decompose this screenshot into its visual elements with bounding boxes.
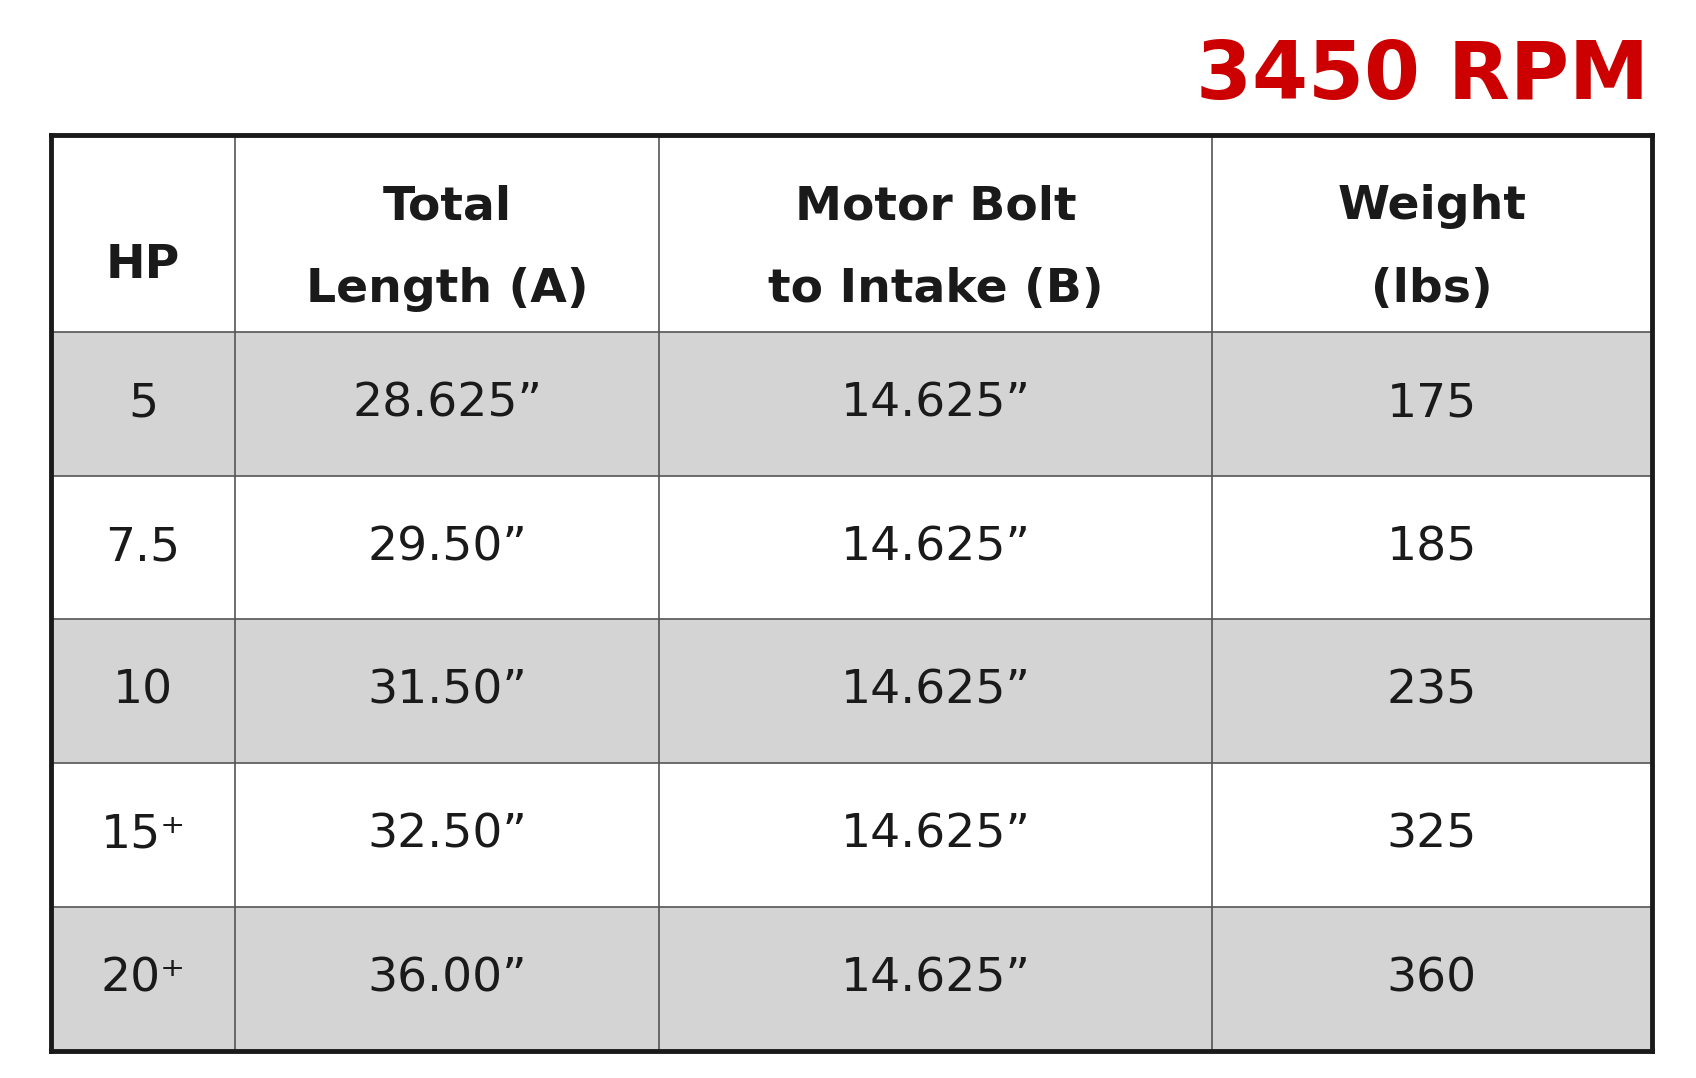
Text: 14.625”: 14.625” [841,525,1031,570]
Text: 7.5: 7.5 [105,525,180,570]
Text: Motor Bolt: Motor Bolt [795,184,1077,230]
Text: Length (A): Length (A) [305,267,589,312]
Text: 36.00”: 36.00” [368,956,527,1001]
Text: 14.625”: 14.625” [841,956,1031,1001]
Text: 235: 235 [1387,669,1477,714]
Text: 185: 185 [1387,525,1477,570]
Text: Weight: Weight [1336,184,1526,230]
Text: to Intake (B): to Intake (B) [768,267,1102,312]
Text: 29.50”: 29.50” [368,525,527,570]
Text: 28.625”: 28.625” [353,382,543,426]
Text: 3450 RPM: 3450 RPM [1196,38,1649,115]
Text: 14.625”: 14.625” [841,669,1031,714]
Text: Total: Total [383,184,512,230]
Text: 325: 325 [1387,813,1477,858]
Text: 10: 10 [114,669,173,714]
Text: 20⁺: 20⁺ [100,956,185,1001]
Text: HP: HP [105,244,180,289]
Text: 5: 5 [127,382,158,426]
Text: 14.625”: 14.625” [841,813,1031,858]
Text: 14.625”: 14.625” [841,382,1031,426]
Text: 15⁺: 15⁺ [100,813,185,858]
Text: 175: 175 [1387,382,1477,426]
Text: (lbs): (lbs) [1370,267,1492,312]
Text: 32.50”: 32.50” [368,813,527,858]
Text: 31.50”: 31.50” [368,669,527,714]
Text: 360: 360 [1387,956,1477,1001]
